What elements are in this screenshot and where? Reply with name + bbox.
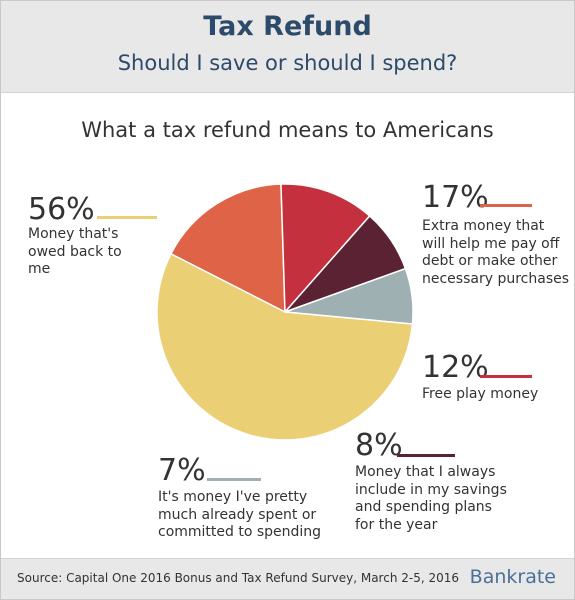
pie-slice-debt [169, 183, 286, 314]
slice-rule-debt [480, 204, 532, 207]
slice-rule-play [480, 375, 532, 378]
chart-title: What a tax refund means to Americans [81, 118, 494, 142]
slice-percent-owed: 56% [28, 192, 95, 227]
source-note: Source: Capital One 2016 Bonus and Tax R… [17, 571, 460, 585]
slice-text-savings: Money that I always include in my saving… [355, 464, 507, 533]
slice-label-savings: 8% Money that I always include in my sav… [355, 430, 525, 534]
slice-label-debt: 17% Extra money that will help me pay of… [422, 182, 572, 288]
slice-label-spent: 7% It's money I've pretty much already s… [158, 455, 348, 542]
slice-percent-savings: 8% [355, 428, 403, 463]
slice-percent-debt: 17% [422, 180, 489, 215]
slice-percent-spent: 7% [158, 453, 206, 488]
pie-slice-owed [156, 252, 414, 441]
page-title: Tax Refund [203, 11, 372, 42]
slice-text-owed: Money that's owed back to me [28, 226, 122, 277]
slice-label-play: 12% Free play money [422, 352, 572, 404]
slice-text-play: Free play money [422, 386, 539, 402]
footer-bar: Source: Capital One 2016 Bonus and Tax R… [1, 558, 574, 599]
header-banner: Tax Refund Should I save or should I spe… [1, 1, 574, 93]
brand-logo: Bankrate [469, 566, 556, 588]
slice-label-owed: 56% Money that's owed back to me [28, 194, 198, 279]
slice-rule-spent [207, 478, 261, 481]
slice-rule-savings [397, 454, 455, 457]
slice-text-spent: It's money I've pretty much already spen… [158, 489, 322, 540]
slice-rule-owed [97, 216, 157, 219]
page-subtitle: Should I save or should I spend? [117, 51, 458, 75]
slice-text-debt: Extra money that will help me pay off de… [422, 218, 570, 287]
pie-slice-play [280, 183, 371, 314]
slice-percent-play: 12% [422, 350, 489, 385]
